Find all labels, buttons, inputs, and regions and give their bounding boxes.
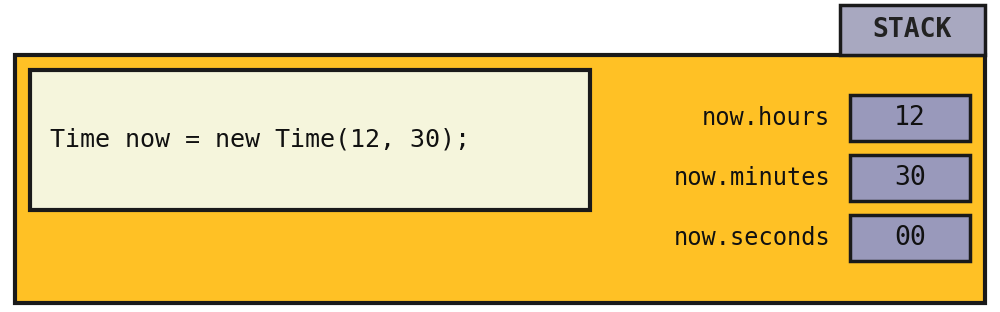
Text: now.seconds: now.seconds [673,226,830,250]
Text: 30: 30 [894,165,926,191]
Bar [840,5,985,55]
Bar [850,155,970,201]
Text: 12: 12 [894,105,926,131]
Text: now.hours: now.hours [702,106,830,130]
Bar [30,70,590,210]
Text: Time now = new Time(12, 30);: Time now = new Time(12, 30); [50,128,470,152]
Text: STACK: STACK [873,17,952,43]
Text: 00: 00 [894,225,926,251]
Bar [850,95,970,141]
Bar [15,55,985,303]
Bar [850,215,970,261]
Text: now.minutes: now.minutes [673,166,830,190]
